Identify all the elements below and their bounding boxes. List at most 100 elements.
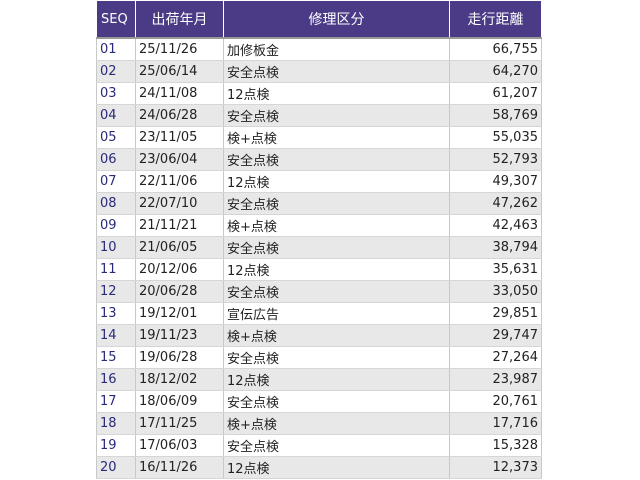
repair-history-table: SEQ 出荷年月 修理区分 走行距離 01 25/11/26 加修板金 66,755 0… [96,0,542,479]
row-ship-date: 21/11/21 [135,214,224,237]
table-row[interactable]: 01 25/11/26 加修板金 66,755 [96,37,542,61]
table-row[interactable]: 19 17/06/03 安全点検 15,328 [96,434,542,457]
row-ship-date: 24/11/08 [135,82,224,105]
row-seq: 02 [96,60,136,83]
row-repair-category: 安全点検 [223,236,450,259]
row-repair-category: 宣伝広告 [223,302,450,325]
table-header: SEQ 出荷年月 修理区分 走行距離 [96,0,542,39]
row-repair-category: 検+点検 [223,214,450,237]
row-repair-category: 安全点検 [223,390,450,413]
table-row[interactable]: 17 18/06/09 安全点検 20,761 [96,390,542,413]
row-ship-date: 21/06/05 [135,236,224,259]
row-mileage: 20,761 [449,390,542,413]
table-row[interactable]: 13 19/12/01 宣伝広告 29,851 [96,302,542,325]
row-repair-category: 検+点検 [223,324,450,347]
row-ship-date: 20/06/28 [135,280,224,303]
table-row[interactable]: 06 23/06/04 安全点検 52,793 [96,148,542,171]
row-repair-category: 安全点検 [223,192,450,215]
row-mileage: 64,270 [449,60,542,83]
row-seq: 10 [96,236,136,259]
row-mileage: 66,755 [449,37,542,61]
row-ship-date: 23/06/04 [135,148,224,171]
row-mileage: 12,373 [449,456,542,479]
row-seq: 11 [96,258,136,281]
row-ship-date: 16/11/26 [135,456,224,479]
table-row[interactable]: 04 24/06/28 安全点検 58,769 [96,104,542,127]
row-ship-date: 25/11/26 [135,37,224,61]
header-ship-date[interactable]: 出荷年月 [135,0,224,39]
row-seq: 04 [96,104,136,127]
row-repair-category: 12点検 [223,368,450,391]
table-row[interactable]: 12 20/06/28 安全点検 33,050 [96,280,542,303]
table-row[interactable]: 14 19/11/23 検+点検 29,747 [96,324,542,347]
row-mileage: 35,631 [449,258,542,281]
table-row[interactable]: 09 21/11/21 検+点検 42,463 [96,214,542,237]
row-seq: 06 [96,148,136,171]
row-mileage: 15,328 [449,434,542,457]
table-row[interactable]: 03 24/11/08 12点検 61,207 [96,82,542,105]
table-row[interactable]: 16 18/12/02 12点検 23,987 [96,368,542,391]
row-ship-date: 19/06/28 [135,346,224,369]
row-mileage: 29,851 [449,302,542,325]
table-row[interactable]: 07 22/11/06 12点検 49,307 [96,170,542,193]
row-mileage: 27,264 [449,346,542,369]
table-row[interactable]: 10 21/06/05 安全点検 38,794 [96,236,542,259]
table-row[interactable]: 15 19/06/28 安全点検 27,264 [96,346,542,369]
row-repair-category: 安全点検 [223,280,450,303]
row-ship-date: 22/11/06 [135,170,224,193]
row-mileage: 47,262 [449,192,542,215]
row-repair-category: 安全点検 [223,434,450,457]
row-repair-category: 検+点検 [223,412,450,435]
row-ship-date: 18/12/02 [135,368,224,391]
row-repair-category: 安全点検 [223,104,450,127]
row-mileage: 55,035 [449,126,542,149]
table-row[interactable]: 20 16/11/26 12点検 12,373 [96,456,542,479]
row-ship-date: 19/12/01 [135,302,224,325]
row-mileage: 17,716 [449,412,542,435]
row-mileage: 58,769 [449,104,542,127]
table-row[interactable]: 05 23/11/05 検+点検 55,035 [96,126,542,149]
row-seq: 03 [96,82,136,105]
row-ship-date: 24/06/28 [135,104,224,127]
table-row[interactable]: 02 25/06/14 安全点検 64,270 [96,60,542,83]
row-seq: 18 [96,412,136,435]
row-mileage: 61,207 [449,82,542,105]
row-ship-date: 17/06/03 [135,434,224,457]
row-seq: 09 [96,214,136,237]
row-seq: 19 [96,434,136,457]
row-ship-date: 23/11/05 [135,126,224,149]
row-seq: 05 [96,126,136,149]
row-ship-date: 20/12/06 [135,258,224,281]
row-mileage: 38,794 [449,236,542,259]
row-mileage: 52,793 [449,148,542,171]
row-ship-date: 17/11/25 [135,412,224,435]
table-row[interactable]: 11 20/12/06 12点検 35,631 [96,258,542,281]
header-mileage[interactable]: 走行距離 [449,0,542,39]
row-seq: 16 [96,368,136,391]
repair-history-table-container: SEQ 出荷年月 修理区分 走行距離 01 25/11/26 加修板金 66,755 0… [96,0,542,479]
row-seq: 07 [96,170,136,193]
row-seq: 15 [96,346,136,369]
row-repair-category: 12点検 [223,170,450,193]
row-repair-category: 12点検 [223,258,450,281]
row-seq: 08 [96,192,136,215]
table-body: 01 25/11/26 加修板金 66,755 02 25/06/14 安全点検 64,270… [96,37,542,479]
row-repair-category: 安全点検 [223,346,450,369]
row-mileage: 49,307 [449,170,542,193]
header-row: SEQ 出荷年月 修理区分 走行距離 [96,0,542,39]
table-row[interactable]: 18 17/11/25 検+点検 17,716 [96,412,542,435]
row-repair-category: 検+点検 [223,126,450,149]
table-row[interactable]: 08 22/07/10 安全点検 47,262 [96,192,542,215]
row-seq: 17 [96,390,136,413]
row-mileage: 23,987 [449,368,542,391]
header-seq[interactable]: SEQ [96,0,136,39]
row-seq: 20 [96,456,136,479]
row-mileage: 29,747 [449,324,542,347]
row-ship-date: 19/11/23 [135,324,224,347]
header-repair-category[interactable]: 修理区分 [223,0,450,39]
row-seq: 12 [96,280,136,303]
row-seq: 01 [96,37,136,61]
row-ship-date: 22/07/10 [135,192,224,215]
row-repair-category: 12点検 [223,456,450,479]
row-repair-category: 安全点検 [223,60,450,83]
